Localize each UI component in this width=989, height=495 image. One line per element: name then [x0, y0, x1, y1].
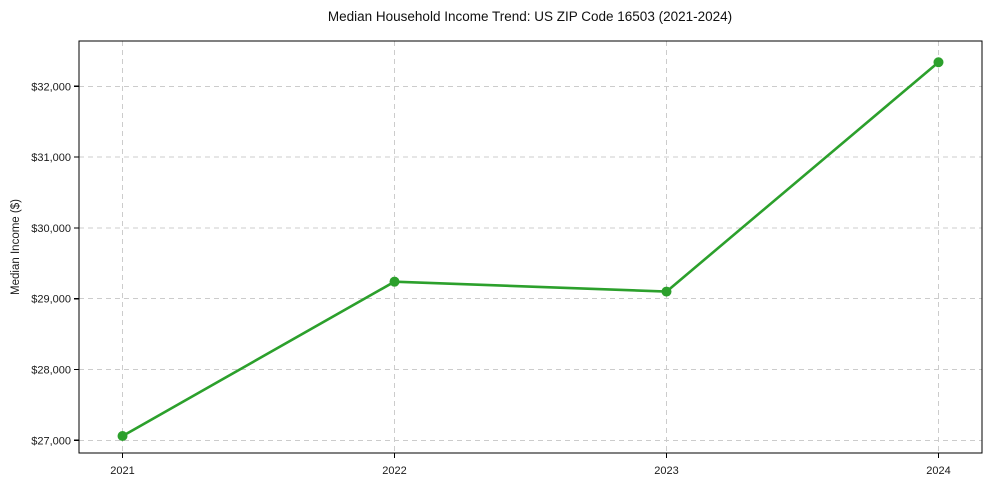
data-point-2024: [933, 57, 944, 68]
data-point-2022: [389, 276, 400, 287]
x-tick-label: 2023: [654, 465, 678, 477]
x-tick-label: 2021: [110, 465, 134, 477]
x-tick-label: 2024: [926, 465, 950, 477]
y-tick-label: $30,000: [31, 223, 71, 235]
y-tick-label: $29,000: [31, 294, 71, 306]
y-tick-label: $27,000: [31, 435, 71, 447]
y-tick-label: $32,000: [31, 81, 71, 93]
gridlines: [79, 41, 982, 453]
y-axis-label: Median Income ($): [10, 199, 22, 295]
data-point-2021: [117, 431, 128, 442]
chart-title: Median Household Income Trend: US ZIP Co…: [328, 9, 732, 24]
x-tick-label: 2022: [382, 465, 406, 477]
plot-border: [78, 40, 983, 454]
income-series: [117, 57, 944, 442]
income-trend-line: [121, 60, 940, 438]
y-tick-label: $28,000: [31, 364, 71, 376]
axes: $27,000 $28,000 $29,000 $30,000 $31,000 $32,0…: [31, 81, 950, 477]
data-point-2023: [661, 286, 672, 297]
y-tick-label: $31,000: [31, 152, 71, 164]
